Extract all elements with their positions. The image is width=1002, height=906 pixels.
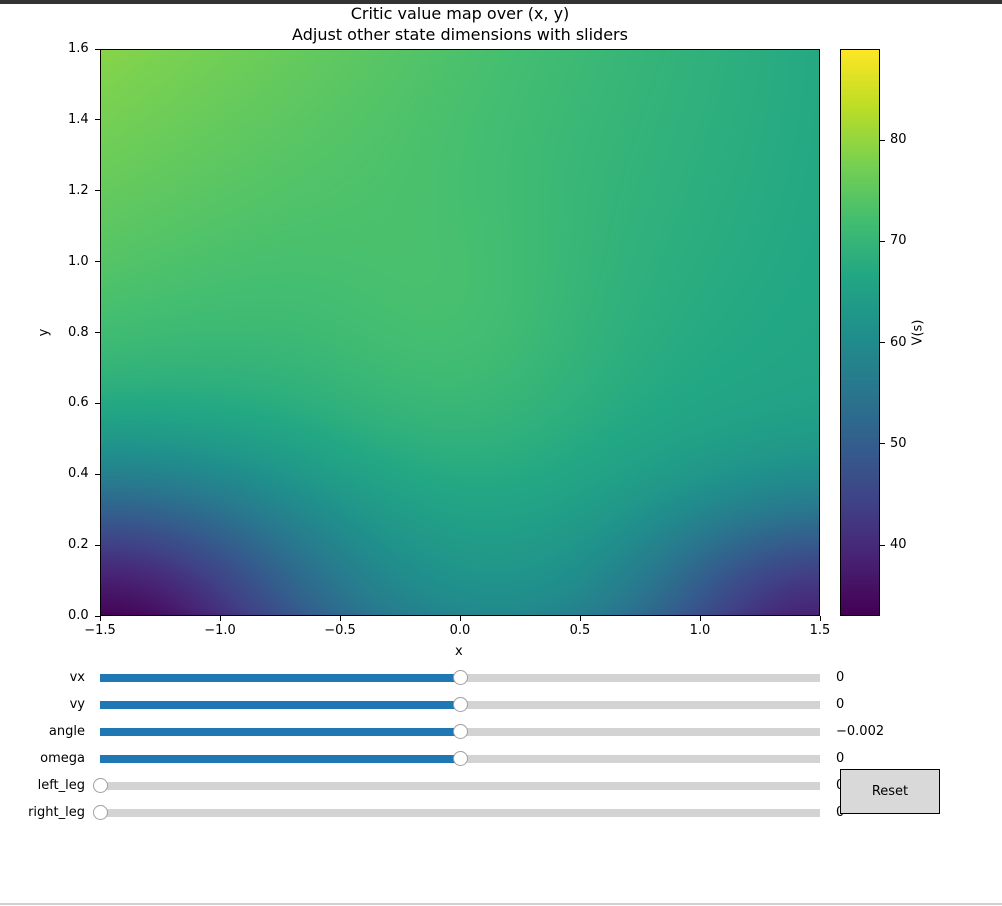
y-tick-label: 0.0 <box>68 608 89 623</box>
slider-right_leg[interactable] <box>93 805 820 820</box>
slider-label-angle: angle <box>48 724 85 739</box>
y-tick-label: 0.4 <box>68 466 89 482</box>
slider-handle[interactable] <box>453 670 468 685</box>
slider-angle[interactable] <box>100 724 820 739</box>
x-tick-mark <box>579 616 581 621</box>
y-tick-label: 1.6 <box>68 41 89 56</box>
y-tick-label: 0.8 <box>68 324 89 340</box>
y-tick-mark <box>95 544 100 546</box>
chart-subtitle: Adjust other state dimensions with slide… <box>292 25 628 44</box>
colorbar-tick-mark <box>880 139 885 141</box>
slider-fill <box>100 728 460 736</box>
slider-fill <box>100 701 460 709</box>
window-top-border <box>0 0 1002 4</box>
slider-fill <box>100 674 460 682</box>
colorbar-canvas <box>841 50 879 615</box>
y-tick-label: 0.6 <box>68 395 89 411</box>
x-tick-label: −1.5 <box>84 623 116 638</box>
slider-vy[interactable] <box>100 697 820 712</box>
colorbar-tick-label: 40 <box>890 537 907 553</box>
y-tick-label: 1.0 <box>68 253 89 269</box>
colorbar-tick-label: 60 <box>890 334 907 350</box>
y-tick-mark <box>95 402 100 404</box>
x-tick-label: 1.0 <box>689 623 711 638</box>
x-tick-mark <box>219 616 221 621</box>
slider-fill <box>100 755 460 763</box>
slider-label-right_leg: right_leg <box>28 805 85 820</box>
slider-label-omega: omega <box>40 751 85 766</box>
slider-left_leg[interactable] <box>93 778 820 793</box>
y-axis-label: y <box>36 328 52 337</box>
colorbar-tick-label: 50 <box>890 435 907 451</box>
colorbar-tick-mark <box>880 443 885 445</box>
heatmap-canvas <box>101 50 819 615</box>
colorbar-tick-mark <box>880 544 885 546</box>
slider-handle[interactable] <box>453 751 468 766</box>
slider-value-omega: 0 <box>836 751 845 766</box>
slider-label-vx: vx <box>69 670 85 685</box>
slider-handle[interactable] <box>453 697 468 712</box>
slider-vx[interactable] <box>100 670 820 685</box>
slider-label-left_leg: left_leg <box>37 778 85 793</box>
colorbar-tick-label: 80 <box>890 132 907 148</box>
x-tick-mark <box>339 616 341 621</box>
x-tick-label: 0.5 <box>569 623 591 638</box>
slider-value-vy: 0 <box>836 697 845 712</box>
colorbar-label: V(s) <box>910 319 926 346</box>
slider-value-angle: −0.002 <box>836 724 885 739</box>
x-tick-label: 0.0 <box>449 623 471 638</box>
window-bottom-border <box>0 903 1002 905</box>
x-tick-label: −0.5 <box>324 623 356 638</box>
y-tick-label: 1.2 <box>68 182 89 198</box>
slider-handle[interactable] <box>93 805 108 820</box>
slider-omega[interactable] <box>100 751 820 766</box>
x-tick-label: −1.0 <box>204 623 236 638</box>
reset-button[interactable]: Reset <box>840 769 940 814</box>
x-tick-mark <box>819 616 821 621</box>
y-tick-mark <box>95 261 100 263</box>
y-tick-mark <box>95 473 100 475</box>
y-tick-label: 0.2 <box>68 537 89 553</box>
x-tick-mark <box>459 616 461 621</box>
x-tick-mark <box>699 616 701 621</box>
colorbar-tick-mark <box>880 240 885 242</box>
y-tick-label: 1.4 <box>68 111 89 127</box>
x-tick-mark <box>99 616 101 621</box>
colorbar-tick-label: 70 <box>890 233 907 249</box>
chart-title: Critic value map over (x, y) <box>350 4 570 23</box>
y-tick-mark <box>95 119 100 121</box>
colorbar-tick-mark <box>880 342 885 344</box>
y-tick-mark <box>95 615 100 617</box>
y-tick-mark <box>95 332 100 333</box>
x-axis-label: x <box>455 644 463 659</box>
value-heatmap <box>100 49 820 616</box>
x-tick-label: 1.5 <box>809 623 831 638</box>
slider-handle[interactable] <box>93 778 108 793</box>
slider-handle[interactable] <box>453 724 468 739</box>
slider-value-vx: 0 <box>836 670 845 685</box>
colorbar <box>840 49 880 616</box>
y-tick-mark <box>95 190 100 192</box>
slider-label-vy: vy <box>69 697 85 712</box>
y-tick-mark <box>95 48 100 50</box>
